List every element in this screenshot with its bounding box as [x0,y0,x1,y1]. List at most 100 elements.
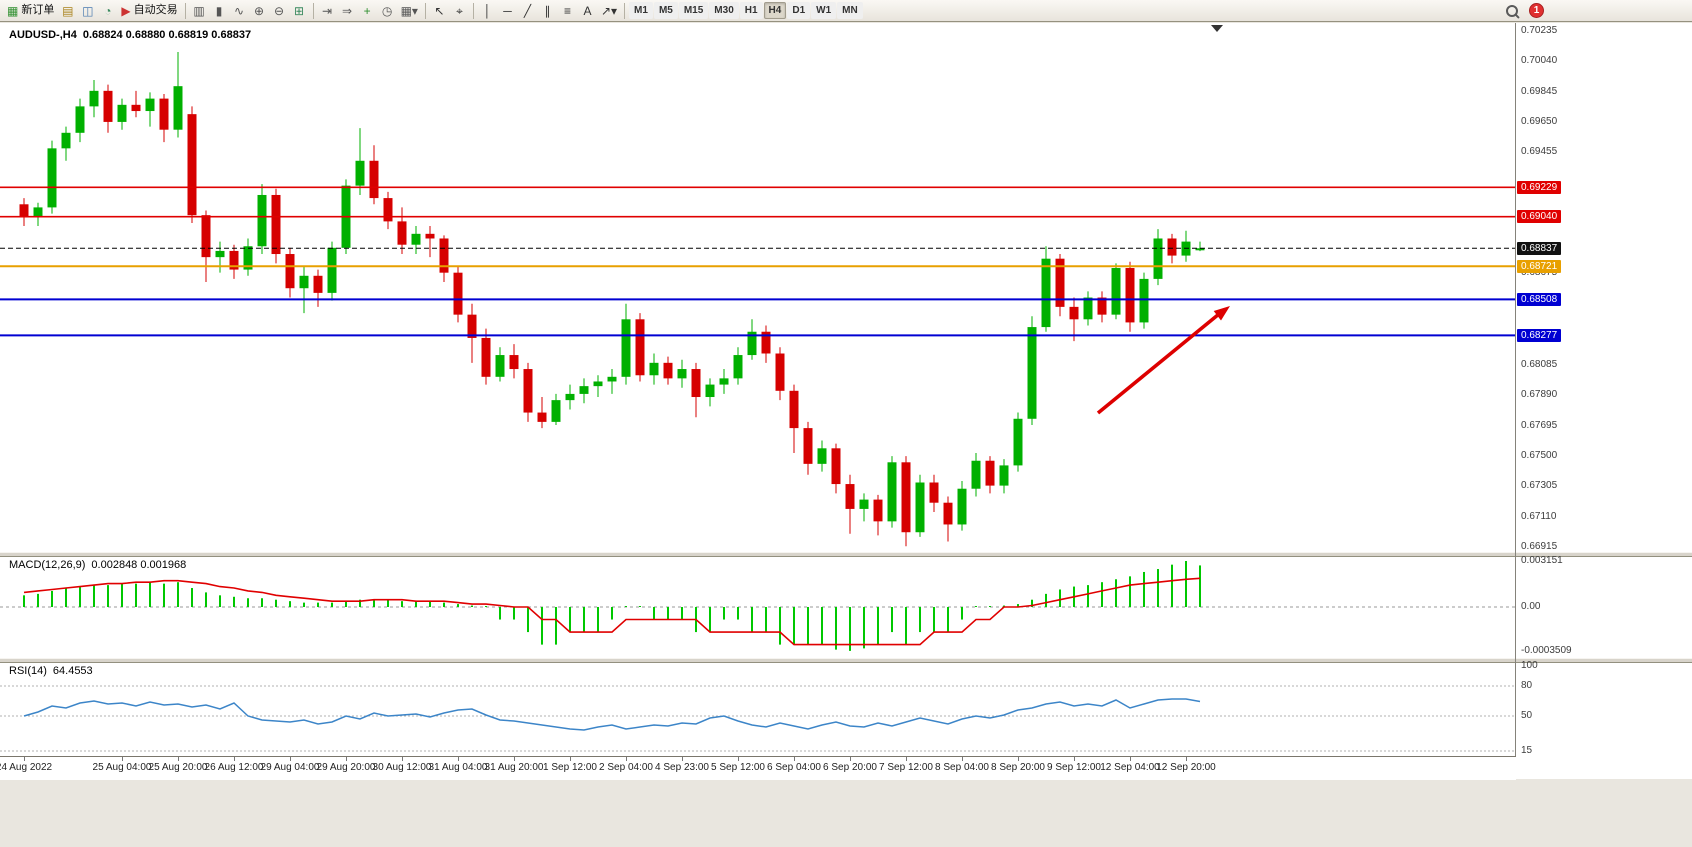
candle-down [789,390,799,429]
vertical-line-button[interactable]: │ [478,1,497,20]
market-watch-button[interactable]: ▤ [58,1,77,20]
candle-down [985,460,995,486]
axis-price-label: 0.67500 [1521,450,1558,462]
price-axis[interactable]: 0.70235 0.70040 0.69845 0.69650 0.69455 0.686… [1516,23,1692,756]
bar-chart-button[interactable]: ▥ [190,1,209,20]
candle-down [271,194,281,255]
chart-canvas[interactable] [0,23,1692,756]
candles [19,51,1205,547]
candle-up [243,246,253,270]
candle-up [1013,418,1023,466]
new-order-icon: ▦ [7,3,19,18]
cursor-button[interactable]: ↖ [430,1,449,20]
time-axis-tick [24,757,25,761]
timeframe-m15-button[interactable]: M15 [678,2,709,19]
zoom-out-button[interactable]: ⊖ [270,1,289,20]
time-axis-tick [458,757,459,761]
timeframe-h4-button[interactable]: H4 [763,2,787,19]
data-window-button[interactable]: ◫ [78,1,97,20]
toolbar: ▦ 新订单 ▤ ◫ ◔ ▶ 自动交易 ▥ ▮ ∿ ⊕ ⊖ ⊞ ⇥ ⇒ + ◷ ▦▾ ↖ ⌖ │ ─ ╱ ∥ ≡ A ↗▾ M1 M5 M1… [0,0,1692,22]
timeframe-h1-button[interactable]: H1 [739,2,763,19]
candle-down [439,238,449,273]
autotrading-button[interactable]: ▶ 自动交易 [118,1,180,20]
timeframe-m30-button[interactable]: M30 [709,2,739,19]
auto-scroll-button[interactable]: ⇒ [338,1,357,20]
time-axis[interactable]: 24 Aug 2022 25 Aug 04:00 25 Aug 20:00 26 Au… [0,756,1516,780]
time-axis-tick [402,757,403,761]
timeframe-m1-button[interactable]: M1 [629,2,653,19]
rsi-axis-label: 50 [1521,710,1533,721]
zoom-in-button[interactable]: ⊕ [250,1,269,20]
panel-separator-2[interactable] [0,658,1692,663]
chart-shift-button[interactable]: ⇥ [318,1,337,20]
new-order-button[interactable]: ▦ 新订单 [4,1,57,20]
rsi-label: RSI(14) 64.4553 [9,665,93,677]
bar-chart-icon: ▥ [193,3,205,18]
templates-button[interactable]: ▦▾ [398,1,421,20]
timeframe-d1-button[interactable]: D1 [787,2,811,19]
horizontal-line-button[interactable]: ─ [498,1,517,20]
candlestick-chart-button[interactable]: ▮ [210,1,229,20]
time-axis-label: 25 Aug 04:00 [92,762,152,773]
rsi-axis-label: 15 [1521,745,1533,756]
candle-down [1097,297,1107,315]
time-axis-tick [1130,757,1131,761]
candle-down [131,104,141,112]
candle-down [1055,258,1065,307]
resistance-tag-2: 0.69040 [1517,210,1562,224]
periods-icon: ◷ [381,3,393,18]
time-axis-tick [290,757,291,761]
candle-down [635,319,645,376]
tile-windows-button[interactable]: ⊞ [290,1,309,20]
candle-up [677,369,687,379]
new-order-button-label: 新订单 [21,4,55,16]
fibonacci-button[interactable]: ≡ [558,1,577,20]
indicators-icon: + [363,3,371,18]
panel-separator-1[interactable] [0,552,1692,557]
text-button[interactable]: A [578,1,597,20]
candle-down [103,90,113,122]
chart-shift-marker[interactable] [1211,25,1223,32]
timeframe-mn-button[interactable]: MN [837,2,863,19]
candle-up [1195,248,1205,251]
axis-price-label: 0.67695 [1521,419,1558,431]
time-axis-label: 5 Sep 12:00 [711,762,765,773]
crosshair-button[interactable]: ⌖ [450,1,469,20]
timeframe-m5-button[interactable]: M5 [653,2,678,19]
rsi-axis-label: 100 [1521,660,1538,671]
line-chart-button[interactable]: ∿ [230,1,249,20]
arrows-button[interactable]: ↗▾ [598,1,620,20]
channel-button[interactable]: ∥ [538,1,557,20]
time-axis-tick [514,757,515,761]
trend-arrow-head[interactable] [1213,306,1230,321]
search-icon[interactable] [1506,4,1518,17]
time-axis-label: 30 Aug 12:00 [372,762,432,773]
vertical-line-icon: │ [483,3,492,18]
timeframe-w1-button[interactable]: W1 [811,2,837,19]
navigator-button[interactable]: ◔ [98,1,117,20]
macd-histogram [23,561,1201,651]
time-axis-label: 6 Sep 04:00 [767,762,821,773]
axis-price-label: 0.67110 [1521,510,1557,522]
trendline-button[interactable]: ╱ [518,1,537,20]
candle-up [887,462,897,522]
axis-price-label: 0.66915 [1521,541,1558,552]
time-axis-tick [962,757,963,761]
trend-arrow[interactable] [1096,306,1230,415]
periods-button[interactable]: ◷ [378,1,397,20]
current-price-tag: 0.68837 [1517,241,1562,255]
support-tag-1: 0.68508 [1517,292,1562,306]
candle-up [719,378,729,385]
candle-up [705,384,715,398]
candle-up [1041,258,1051,328]
trend-arrow-line[interactable] [1096,312,1221,415]
candle-up [173,86,183,130]
macd-name: MACD(12,26,9) [9,559,86,571]
time-axis-label: 7 Sep 12:00 [879,762,933,773]
axis-price-label: 0.68085 [1521,359,1558,371]
indicators-button[interactable]: + [358,1,377,20]
time-axis-label: 9 Sep 12:00 [1047,762,1101,773]
pivot-tag: 0.68721 [1517,259,1562,273]
notification-badge[interactable]: 1 [1529,3,1544,18]
candle-up [411,233,421,245]
